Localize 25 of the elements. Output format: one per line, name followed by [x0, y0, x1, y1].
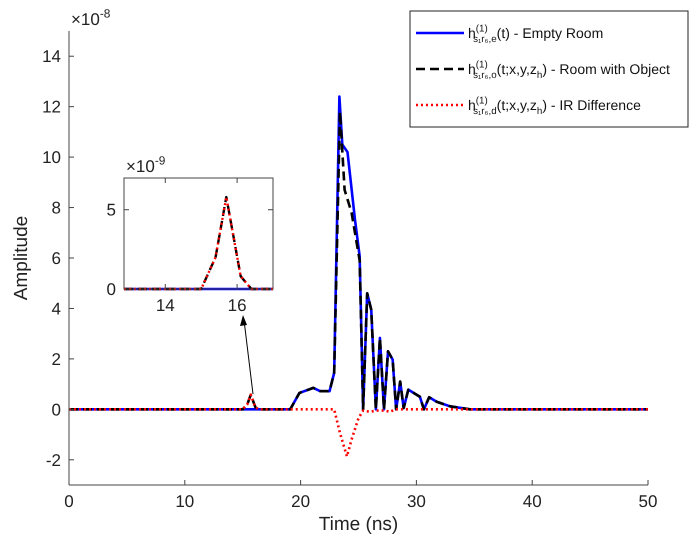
- y-axis-title: Amplitude: [11, 216, 32, 300]
- y-tick-label: 14: [42, 47, 61, 66]
- x-tick-label: 50: [638, 492, 658, 511]
- y-tick-label: 6: [52, 249, 61, 268]
- x-tick-label: 40: [522, 492, 542, 511]
- legend-label: h$^{(1)}$$_{s₁r₆,o}$(t;x,y,z$_{h}$) - Room with Object: [468, 60, 670, 82]
- x-tick-label: 16: [228, 296, 247, 315]
- y-tick-label: -2: [46, 450, 61, 470]
- y-tick-label: 10: [42, 148, 61, 168]
- x-tick-label: 30: [406, 492, 426, 511]
- y-tick-label: 5: [106, 200, 116, 220]
- x-axis-title: Time (ns): [318, 514, 398, 535]
- y-tick-label: 2: [52, 350, 61, 369]
- line-series: [68, 393, 650, 458]
- x-tick-label: 20: [291, 492, 310, 511]
- y-tick-label: 0: [52, 400, 61, 420]
- y-tick-label: 4: [52, 299, 61, 318]
- legend-label: h$^{(1)}$$_{s₁r₆,e}$(t) - Empty Room: [468, 24, 604, 46]
- y-tick-label: 12: [42, 98, 61, 117]
- text: ×10$^{-8}$: [71, 6, 111, 29]
- legend-label: h$^{(1)}$$_{s₁r₆,d}$(t;x,y,z$_{h}$) - IR Difference: [468, 96, 642, 118]
- annotation: ×10$^{-9}$: [126, 153, 166, 176]
- y-tick-label: 8: [52, 198, 61, 218]
- x-tick-label: 10: [175, 492, 194, 511]
- x-tick-label: 0: [64, 492, 74, 511]
